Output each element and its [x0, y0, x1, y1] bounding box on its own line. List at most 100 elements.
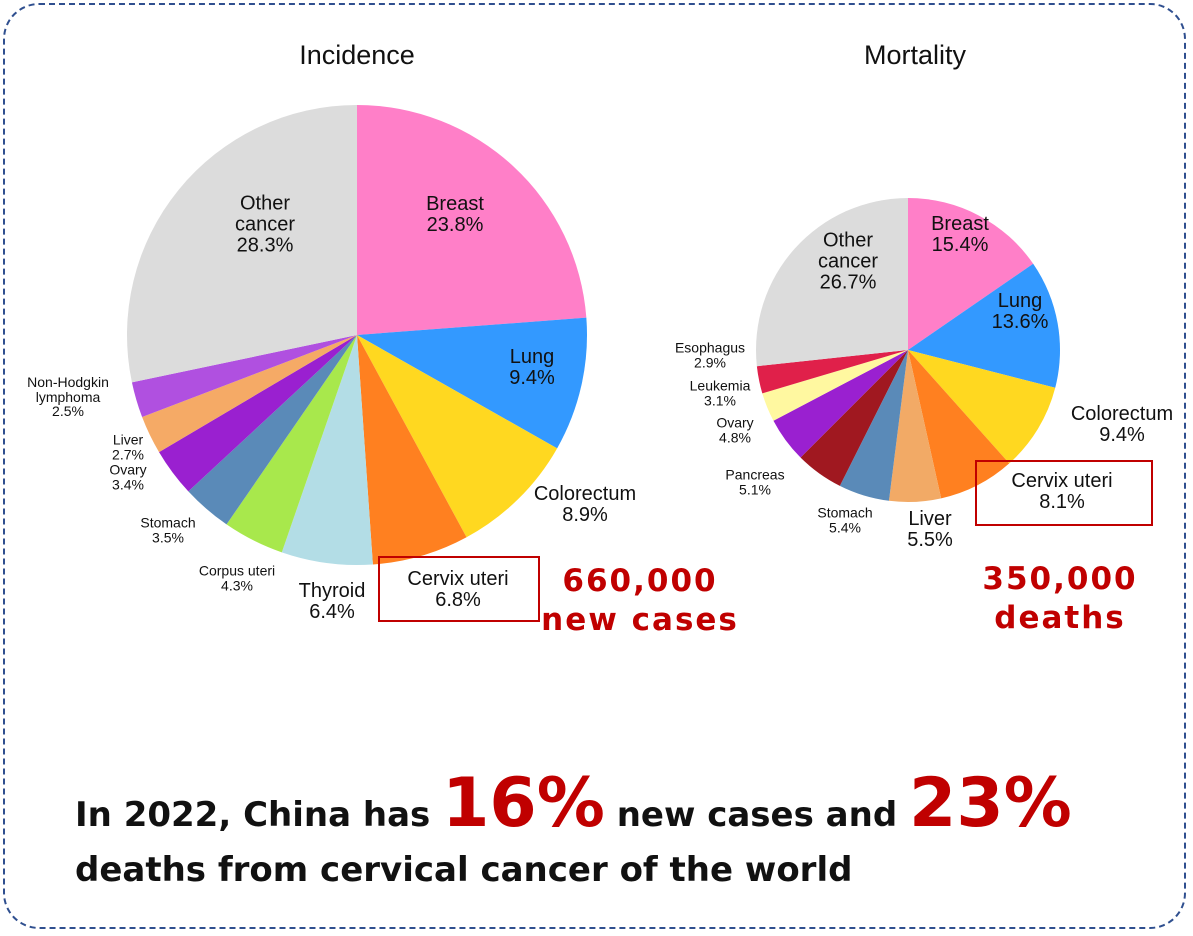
slice-value: 9.4%	[1099, 424, 1145, 446]
slice-value: 4.3%	[221, 577, 253, 593]
pie-slice	[281, 335, 373, 565]
slice-value: 6.8%	[435, 589, 481, 611]
slice-value: 3.5%	[152, 529, 184, 545]
slice-value: 3.1%	[704, 392, 736, 408]
slice-category: Colorectum	[533, 483, 637, 505]
pie-slice	[357, 105, 587, 335]
slice-label: Thyroid 6.4%	[299, 581, 366, 623]
slice-value: 15.4%	[931, 234, 989, 256]
pie-slice	[159, 335, 357, 492]
slice-category: Other cancer	[234, 192, 296, 236]
slice-label: Breast 23.8%	[426, 194, 484, 236]
caption-line-1: In 2022, China has 16% new cases and 23%	[75, 760, 1072, 848]
slice-label: Pancreas 5.1%	[725, 467, 784, 496]
slice-label: Corpus uteri 4.3%	[199, 563, 275, 592]
slice-value: 4.8%	[719, 429, 751, 445]
pie-slice	[762, 350, 908, 421]
slice-value: 5.5%	[907, 529, 953, 551]
slice-label: Cervix uteri 8.1%	[1011, 471, 1112, 513]
slice-category: Stomach	[140, 514, 196, 531]
slice-value: 2.5%	[52, 403, 84, 420]
slice-category: Ovary	[109, 461, 147, 478]
pie-slice	[226, 335, 357, 553]
slice-category: Non-Hodgkin lymphoma	[27, 373, 109, 405]
slice-value: 6.4%	[309, 601, 355, 623]
slice-label: Colorectum 9.4%	[1071, 404, 1173, 446]
pie-slice	[888, 350, 942, 502]
slice-category: Cervix uteri	[1011, 470, 1113, 492]
pie-slice	[773, 350, 908, 458]
slice-category: Thyroid	[298, 580, 366, 602]
slice-category: Corpus uteri	[198, 562, 276, 579]
slice-label: Stomach 3.5%	[140, 515, 195, 544]
slice-category: Esophagus	[674, 339, 746, 356]
slice-category: Breast	[426, 193, 484, 215]
slice-value: 5.4%	[829, 519, 861, 535]
slice-value: 8.1%	[1039, 491, 1085, 513]
slice-label: Liver 2.7%	[112, 432, 144, 461]
highlight-box	[378, 556, 540, 622]
frame	[3, 3, 1186, 929]
slice-category: Breast	[931, 213, 989, 235]
slice-value: 23.8%	[426, 214, 484, 236]
slice-category: Cervix uteri	[407, 568, 509, 590]
pie-slice	[357, 317, 587, 449]
slice-category: Liver	[112, 431, 144, 448]
slice-category: Colorectum	[1070, 403, 1174, 425]
caption-text: new cases and	[604, 795, 909, 835]
slice-category: Ovary	[716, 414, 754, 431]
slice-category: Leukemia	[689, 377, 751, 394]
slice-label: Other cancer 28.3%	[234, 192, 296, 257]
slice-category: Other cancer	[817, 229, 879, 273]
highlight-box	[975, 460, 1153, 526]
slice-category: Stomach	[817, 504, 873, 521]
pie-slice	[756, 198, 908, 367]
slice-label: Stomach 5.4%	[817, 505, 872, 534]
slice-category: Lung	[997, 290, 1043, 312]
caption-text: In 2022, China has	[75, 795, 443, 835]
slice-value: 9.4%	[509, 367, 555, 389]
slice-label: Non-Hodgkin lymphoma 2.5%	[27, 375, 109, 419]
slice-value: 8.9%	[562, 504, 608, 526]
annotation: 660,000 new cases	[541, 563, 739, 638]
slice-label: Other cancer 26.7%	[817, 229, 879, 294]
pie-slice	[908, 198, 1034, 350]
slice-category: Lung	[509, 346, 555, 368]
pie-slice	[839, 350, 908, 501]
slice-label: Cervix uteri 6.8%	[407, 569, 508, 611]
slice-label: Colorectum 8.9%	[534, 484, 636, 526]
pie-slice	[908, 263, 1060, 388]
pie-slice	[756, 350, 908, 394]
slice-label: Lung 13.6%	[992, 291, 1049, 333]
pie-slice	[908, 350, 1056, 464]
slice-label: Liver 5.5%	[907, 509, 953, 551]
slice-value: 5.1%	[739, 481, 771, 497]
slice-label: Esophagus 2.9%	[675, 340, 745, 369]
slice-value: 2.9%	[694, 354, 726, 370]
pie-slice	[800, 350, 908, 486]
pie-slice	[188, 335, 357, 525]
caption: In 2022, China has 16% new cases and 23%…	[75, 760, 1072, 893]
pie-slice	[131, 335, 357, 417]
slice-label: Leukemia 3.1%	[690, 378, 751, 407]
slice-value: 3.4%	[112, 476, 144, 492]
caption-line-2: deaths from cervical cancer of the world	[75, 850, 853, 891]
slice-value: 26.7%	[819, 271, 877, 294]
caption-highlight: 16%	[442, 764, 605, 843]
slice-label: Lung 9.4%	[509, 347, 555, 389]
slice-value: 28.3%	[236, 234, 294, 257]
slice-label: Ovary 4.8%	[716, 415, 753, 444]
slice-value: 2.7%	[112, 446, 144, 462]
slice-label: Ovary 3.4%	[109, 462, 146, 491]
pie-slice	[142, 335, 357, 453]
slice-category: Pancreas	[725, 466, 785, 483]
chart-title: Incidence	[299, 40, 415, 70]
slice-value: 13.6%	[991, 311, 1049, 333]
pie-slice	[126, 105, 357, 383]
caption-highlight: 23%	[909, 764, 1072, 843]
chart-title: Mortality	[863, 40, 967, 70]
slice-category: Liver	[908, 508, 952, 530]
annotation: 350,000 deaths	[982, 561, 1138, 636]
